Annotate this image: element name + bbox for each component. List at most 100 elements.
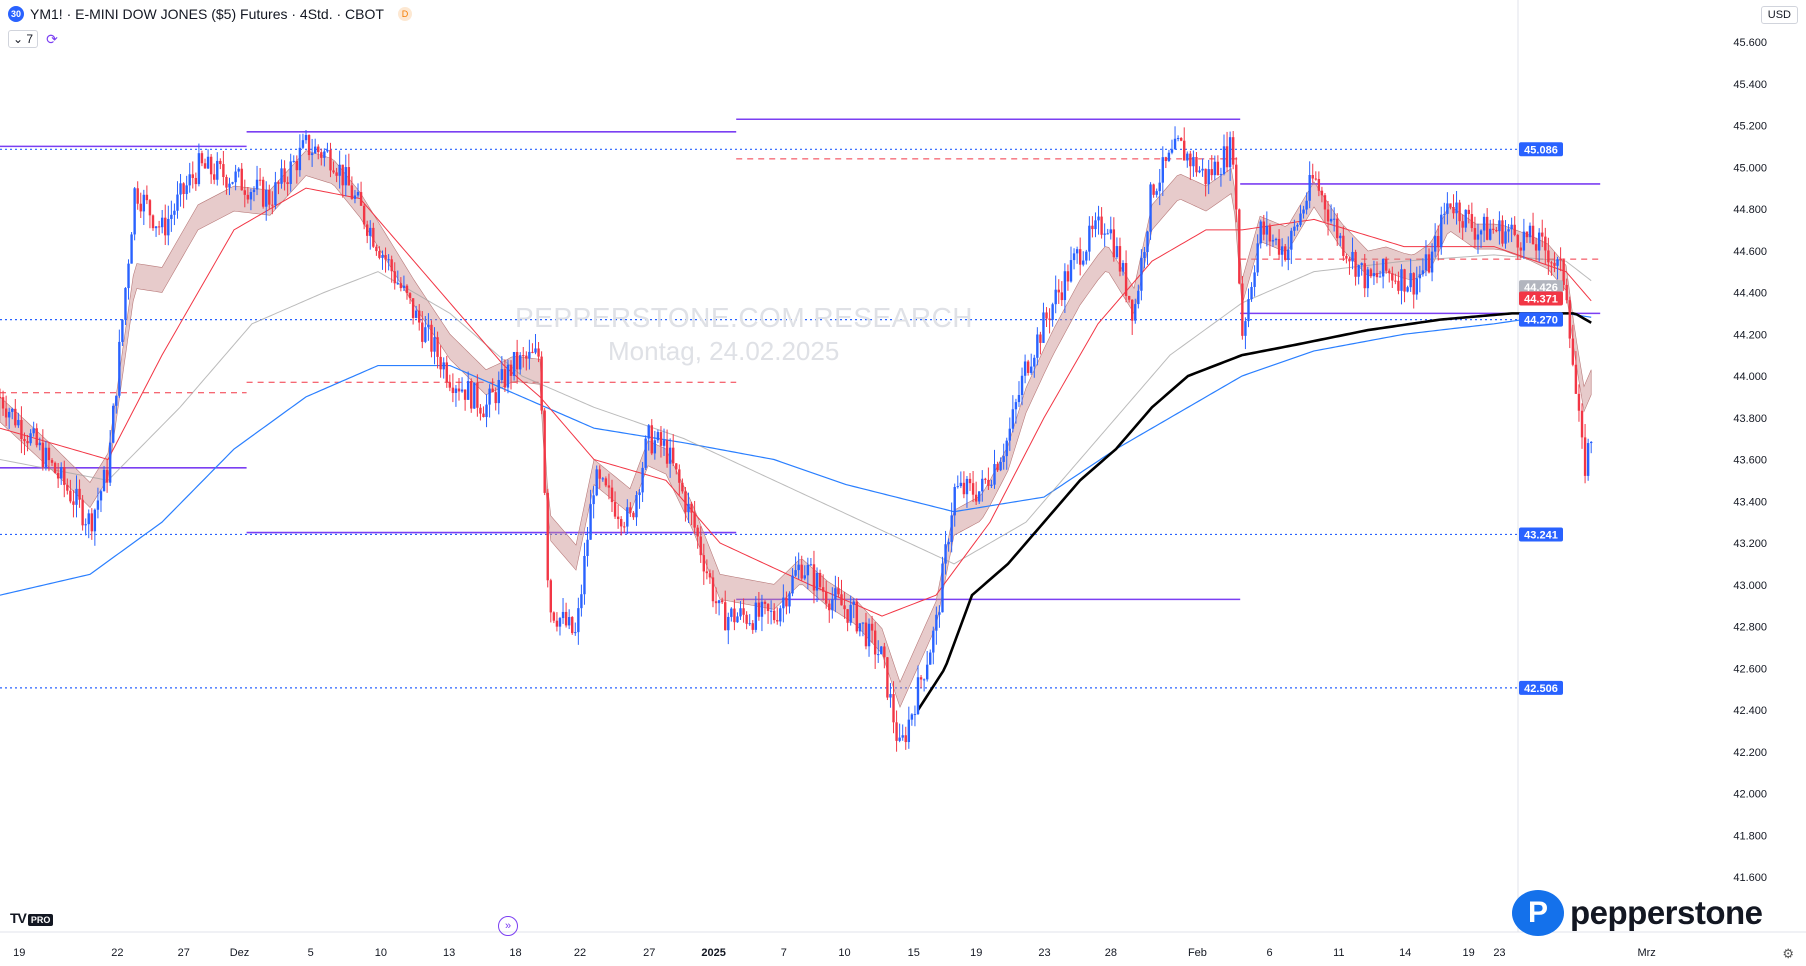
candle-body xyxy=(167,218,170,236)
candle-body xyxy=(525,355,528,359)
candle-body xyxy=(1305,200,1308,210)
candle-body xyxy=(1039,334,1042,343)
candle-body xyxy=(280,168,283,184)
currency-selector[interactable]: USD xyxy=(1760,6,1798,24)
candle-body xyxy=(402,285,406,289)
candle-body xyxy=(482,413,485,418)
indicator-toggle[interactable]: ⌄ 7 xyxy=(8,30,39,48)
candle-body xyxy=(601,478,605,480)
candle-body xyxy=(1541,232,1544,237)
candle-body xyxy=(1085,251,1088,261)
candle-body xyxy=(1577,393,1581,411)
candle-body xyxy=(200,153,204,164)
candle-body xyxy=(1262,221,1265,235)
candle-body xyxy=(157,226,161,228)
candle-body xyxy=(1550,262,1553,264)
symbol-badge[interactable]: 30 xyxy=(8,6,24,22)
candle-body xyxy=(243,190,246,195)
candle-body xyxy=(733,608,736,623)
candle-body xyxy=(610,487,614,503)
candle-body xyxy=(1036,334,1039,358)
candle-body xyxy=(1571,338,1575,365)
candle-body xyxy=(326,149,329,152)
candle-body xyxy=(1192,157,1195,167)
candle-body xyxy=(1078,249,1082,265)
candle-body xyxy=(124,288,127,320)
candle-body xyxy=(1446,203,1449,214)
candle-body xyxy=(87,513,90,525)
candle-body xyxy=(690,503,693,513)
candle-body xyxy=(895,722,898,741)
y-tick-label: 42.000 xyxy=(1733,789,1767,801)
candle-body xyxy=(1088,225,1091,252)
candle-body xyxy=(470,381,473,409)
candle-body xyxy=(164,217,167,236)
candle-body xyxy=(90,513,93,532)
candle-body xyxy=(1437,235,1440,248)
candle-body xyxy=(641,467,644,493)
sync-icon[interactable]: ⟳ xyxy=(46,30,58,47)
candle-body xyxy=(1213,161,1217,176)
candle-body xyxy=(418,310,421,323)
candle-body xyxy=(445,362,448,383)
candle-body xyxy=(1045,312,1048,319)
candle-body xyxy=(907,719,911,743)
candle-body xyxy=(870,623,874,631)
candle-body xyxy=(684,491,687,513)
candle-body xyxy=(17,419,20,426)
y-tick-label: 42.600 xyxy=(1733,663,1767,675)
candle-body xyxy=(993,464,996,485)
candle-body xyxy=(145,194,149,201)
candle-body xyxy=(115,395,118,406)
candle-body xyxy=(225,177,228,188)
candle-body xyxy=(356,192,360,196)
candle-body xyxy=(1522,231,1526,251)
candle-body xyxy=(968,478,972,484)
x-tick-label: 19 xyxy=(970,947,982,959)
candle-body xyxy=(1440,214,1443,248)
candle-body xyxy=(512,351,516,376)
candle-body xyxy=(1302,209,1305,214)
candle-body xyxy=(506,364,510,388)
candle-body xyxy=(589,504,592,540)
candle-body xyxy=(1155,191,1158,195)
gear-icon[interactable]: ⚙ xyxy=(1782,946,1794,961)
candle-body xyxy=(133,188,136,235)
data-status-badge[interactable]: D xyxy=(397,7,412,21)
candle-body xyxy=(182,183,185,195)
candle-body xyxy=(222,164,225,178)
chart-title[interactable]: YM1! · E-MINI DOW JONES ($5) Futures · 4… xyxy=(30,6,384,22)
candle-body xyxy=(1235,164,1238,210)
candle-body xyxy=(959,482,963,487)
candle-body xyxy=(760,601,764,617)
candle-body xyxy=(800,564,803,579)
candle-body xyxy=(546,492,549,581)
jump-to-realtime-icon[interactable]: » xyxy=(498,916,518,936)
candle-body xyxy=(99,491,103,501)
candle-body xyxy=(932,630,935,653)
candle-body xyxy=(825,591,828,604)
price-label-text: 44.270 xyxy=(1524,315,1558,327)
candle-body xyxy=(644,438,647,468)
candle-body xyxy=(1403,269,1406,292)
x-tick-label: 11 xyxy=(1333,947,1344,959)
candle-body xyxy=(323,151,326,158)
candle-body xyxy=(1140,257,1143,291)
candle-body xyxy=(858,623,862,632)
candle-body xyxy=(1,397,5,409)
x-tick-label: 5 xyxy=(308,947,314,959)
price-label-box xyxy=(1519,312,1563,327)
candle-body xyxy=(139,203,142,212)
candle-body xyxy=(1476,234,1480,240)
candle-body xyxy=(965,478,969,495)
candle-body xyxy=(1042,312,1045,343)
candle-body xyxy=(1124,263,1128,296)
candle-body xyxy=(329,149,332,171)
candle-body xyxy=(1452,206,1455,214)
candle-body xyxy=(650,425,653,454)
tradingview-logo[interactable]: TV PRO xyxy=(10,910,54,926)
candle-body xyxy=(1143,252,1146,258)
candle-body xyxy=(828,603,831,611)
candle-body xyxy=(1369,269,1373,277)
